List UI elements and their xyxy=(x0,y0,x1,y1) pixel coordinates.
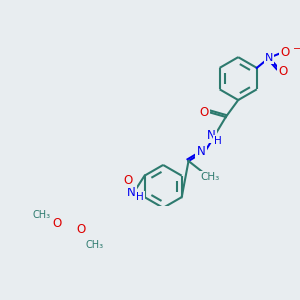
Text: O: O xyxy=(278,65,287,78)
Text: O: O xyxy=(123,174,132,187)
Text: O: O xyxy=(52,217,62,230)
Text: N: N xyxy=(196,146,205,158)
Text: O: O xyxy=(200,106,209,119)
Text: CH₃: CH₃ xyxy=(200,172,220,182)
Text: N: N xyxy=(265,53,273,63)
Text: CH₃: CH₃ xyxy=(32,210,50,220)
Text: O: O xyxy=(77,224,86,236)
Text: H: H xyxy=(136,192,144,202)
Text: CH₃: CH₃ xyxy=(86,239,104,250)
Text: −: − xyxy=(293,44,300,54)
Text: N: N xyxy=(127,186,136,199)
Text: H: H xyxy=(214,136,222,146)
Text: N: N xyxy=(207,128,215,142)
Text: O: O xyxy=(280,46,290,59)
